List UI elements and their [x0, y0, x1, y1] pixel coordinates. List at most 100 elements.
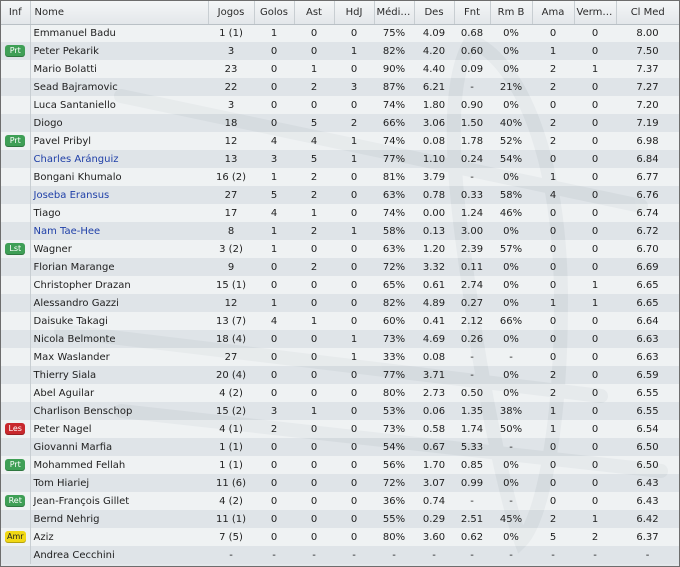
player-name-cell[interactable]: Thierry Siala	[30, 366, 208, 384]
table-row[interactable]: Florian Marange 9 0 2 0 72% 3.32 0.11 0% 0 0 6.69	[1, 258, 679, 276]
player-name[interactable]: Pavel Pribyl	[33, 135, 92, 147]
player-name[interactable]: Thierry Siala	[33, 369, 97, 381]
table-row[interactable]: Charlison Benschop 15 (2) 3 1 0 53% 0.06 1.35 38…	[1, 402, 679, 420]
table-row[interactable]: Thierry Siala 20 (4) 0 0 0 77% 3.71 - 0% 2 0 6.59	[1, 366, 679, 384]
table-row[interactable]: Luca Santaniello 3 0 0 0 74% 1.80 0.90 0% 0 0 7.20	[1, 96, 679, 114]
player-name-cell[interactable]: Joseba Eransus	[30, 186, 208, 204]
player-name-cell[interactable]: Luca Santaniello	[30, 96, 208, 114]
table-row[interactable]: Andrea Cecchini - - - - - - - - - - -	[1, 546, 679, 564]
player-name-cell[interactable]: Tiago	[30, 204, 208, 222]
table-row[interactable]: Ret Jean-François Gillet 4 (2) 0 0 0 36% 0.74 - -…	[1, 492, 679, 510]
table-row[interactable]: Tiago 17 4 1 0 74% 0.00 1.24 46% 0 0 6.74	[1, 204, 679, 222]
status-badge[interactable]: Amr	[4, 531, 26, 543]
table-row[interactable]: Diogo 18 0 5 2 66% 3.06 1.50 40% 2 0 7.19	[1, 114, 679, 132]
player-name-cell[interactable]: Bongani Khumalo	[30, 168, 208, 186]
table-row[interactable]: Prt Mohammed Fellah 1 (1) 0 0 0 56% 1.70 0.85 0% 0…	[1, 456, 679, 474]
column-header-media[interactable]: Média ...	[374, 1, 415, 25]
player-name[interactable]: Aziz	[33, 531, 54, 543]
column-header-hdj[interactable]: HdJ	[334, 1, 375, 25]
table-row[interactable]: Abel Aguilar 4 (2) 0 0 0 80% 2.73 0.50 0% 2 0 6.55	[1, 384, 679, 402]
column-header-fnt[interactable]: Fnt	[454, 1, 491, 25]
status-badge[interactable]: Les	[5, 423, 26, 435]
player-name-cell[interactable]: Florian Marange	[30, 258, 208, 276]
player-name[interactable]: Andrea Cecchini	[33, 549, 115, 561]
column-header-name[interactable]: Nome	[30, 1, 209, 25]
player-name-cell[interactable]: Peter Nagel	[30, 420, 208, 438]
player-name[interactable]: Wagner	[33, 243, 72, 255]
player-name-cell[interactable]: Bernd Nehrig	[30, 510, 208, 528]
player-name[interactable]: Christopher Drazan	[33, 279, 131, 291]
status-badge[interactable]: Ret	[5, 495, 26, 507]
column-header-clmed[interactable]: Cl Med	[616, 1, 679, 25]
player-name[interactable]: Max Waslander	[33, 351, 110, 363]
table-row[interactable]: Prt Peter Pekarik 3 0 0 1 82% 4.20 0.60 0% 1 0 7.50	[1, 42, 679, 60]
table-row[interactable]: Lst Wagner 3 (2) 1 0 0 63% 1.20 2.39 57% 0 0 6.70	[1, 240, 679, 258]
table-row[interactable]: Prt Pavel Pribyl 12 4 4 1 74% 0.08 1.78 52% 2 0 6.98	[1, 132, 679, 150]
player-name[interactable]: Joseba Eransus	[33, 189, 110, 201]
table-row[interactable]: Joseba Eransus 27 5 2 0 63% 0.78 0.33 58% 4 0 6.76	[1, 186, 679, 204]
column-header-rmb[interactable]: Rm B	[490, 1, 533, 25]
player-name-cell[interactable]: Pavel Pribyl	[30, 132, 208, 150]
player-name[interactable]: Charlison Benschop	[33, 405, 133, 417]
column-header-des[interactable]: Des	[414, 1, 455, 25]
status-badge[interactable]: Prt	[5, 45, 26, 57]
table-row[interactable]: Tom Hiariej 11 (6) 0 0 0 72% 3.07 0.99 0% 0 0 6.43	[1, 474, 679, 492]
player-name-cell[interactable]: Charles Aránguiz	[30, 150, 208, 168]
column-header-ama[interactable]: Ama	[532, 1, 575, 25]
player-name-cell[interactable]: Nam Tae-Hee	[30, 222, 208, 240]
player-name-cell[interactable]: Abel Aguilar	[30, 384, 208, 402]
player-name[interactable]: Tiago	[33, 207, 61, 219]
player-name[interactable]: Mario Bolatti	[33, 63, 97, 75]
table-row[interactable]: Emmanuel Badu 1 (1) 1 0 0 75% 4.09 0.68 0% 0 0 8.00	[1, 24, 679, 42]
player-name-cell[interactable]: Peter Pekarik	[30, 42, 208, 60]
column-header-inf[interactable]: Inf	[1, 1, 31, 25]
player-name[interactable]: Diogo	[33, 117, 63, 129]
player-name[interactable]: Peter Nagel	[33, 423, 92, 435]
table-row[interactable]: Nam Tae-Hee 8 1 2 1 58% 0.13 3.00 0% 0 0 6.72	[1, 222, 679, 240]
player-name[interactable]: Daisuke Takagi	[33, 315, 108, 327]
player-name[interactable]: Mohammed Fellah	[33, 459, 126, 471]
player-name-cell[interactable]: Sead Bajramovic	[30, 78, 208, 96]
column-header-verm[interactable]: Vermel...	[574, 1, 617, 25]
player-name-cell[interactable]: Giovanni Marfia	[30, 438, 208, 456]
table-row[interactable]: Max Waslander 27 0 0 1 33% 0.08 - - 0 0 6.63	[1, 348, 679, 366]
player-name-cell[interactable]: Alessandro Gazzi	[30, 294, 208, 312]
player-name[interactable]: Tom Hiariej	[33, 477, 90, 489]
player-name[interactable]: Bongani Khumalo	[33, 171, 122, 183]
table-row[interactable]: Sead Bajramovic 22 0 2 3 87% 6.21 - 21% 2 0 7.27	[1, 78, 679, 96]
player-name-cell[interactable]: Charlison Benschop	[30, 402, 208, 420]
player-name[interactable]: Abel Aguilar	[33, 387, 95, 399]
player-name-cell[interactable]: Mario Bolatti	[30, 60, 208, 78]
player-name[interactable]: Sead Bajramovic	[33, 81, 118, 93]
column-header-ast[interactable]: Ast	[294, 1, 335, 25]
table-row[interactable]: Nicola Belmonte 18 (4) 0 0 1 73% 4.69 0.26 0% 0 0 6…	[1, 330, 679, 348]
table-row[interactable]: Bongani Khumalo 16 (2) 1 2 0 81% 3.79 - 0% 1 0 6.77	[1, 168, 679, 186]
player-name-cell[interactable]: Daisuke Takagi	[30, 312, 208, 330]
player-name[interactable]: Alessandro Gazzi	[33, 297, 119, 309]
column-header-golos[interactable]: Golos	[254, 1, 295, 25]
player-name[interactable]: Florian Marange	[33, 261, 115, 273]
table-row[interactable]: Daisuke Takagi 13 (7) 4 1 0 60% 0.41 2.12 66% 0 0 6…	[1, 312, 679, 330]
player-name-cell[interactable]: Mohammed Fellah	[30, 456, 208, 474]
player-name-cell[interactable]: Diogo	[30, 114, 208, 132]
player-name-cell[interactable]: Andrea Cecchini	[30, 546, 208, 564]
player-name[interactable]: Jean-François Gillet	[33, 495, 130, 507]
table-row[interactable]: Les Peter Nagel 4 (1) 2 0 0 73% 0.58 1.74 50% 1 0 6.…	[1, 420, 679, 438]
status-badge[interactable]: Prt	[5, 135, 26, 147]
player-name-cell[interactable]: Nicola Belmonte	[30, 330, 208, 348]
player-name-cell[interactable]: Jean-François Gillet	[30, 492, 208, 510]
table-row[interactable]: Bernd Nehrig 11 (1) 0 0 0 55% 0.29 2.51 45% 2 1 6.4…	[1, 510, 679, 528]
player-name[interactable]: Giovanni Marfia	[33, 441, 113, 453]
player-name-cell[interactable]: Emmanuel Badu	[30, 24, 208, 42]
player-name-cell[interactable]: Christopher Drazan	[30, 276, 208, 294]
column-header-jogos[interactable]: Jogos	[208, 1, 255, 25]
player-name[interactable]: Charles Aránguiz	[33, 153, 119, 165]
table-row[interactable]: Amr Aziz 7 (5) 0 0 0 80% 3.60 0.62 0% 5 2 6.37	[1, 528, 679, 546]
table-row[interactable]: Mario Bolatti 23 0 1 0 90% 4.40 0.09 0% 2 1 7.37	[1, 60, 679, 78]
status-badge[interactable]: Prt	[5, 459, 26, 471]
table-row[interactable]: Christopher Drazan 15 (1) 0 0 0 65% 0.61 2.74 0%…	[1, 276, 679, 294]
player-name[interactable]: Nicola Belmonte	[33, 333, 116, 345]
table-row[interactable]: Giovanni Marfia 1 (1) 0 0 0 54% 0.67 5.33 - 0 0 6.5…	[1, 438, 679, 456]
player-name[interactable]: Nam Tae-Hee	[33, 225, 101, 237]
player-name-cell[interactable]: Tom Hiariej	[30, 474, 208, 492]
